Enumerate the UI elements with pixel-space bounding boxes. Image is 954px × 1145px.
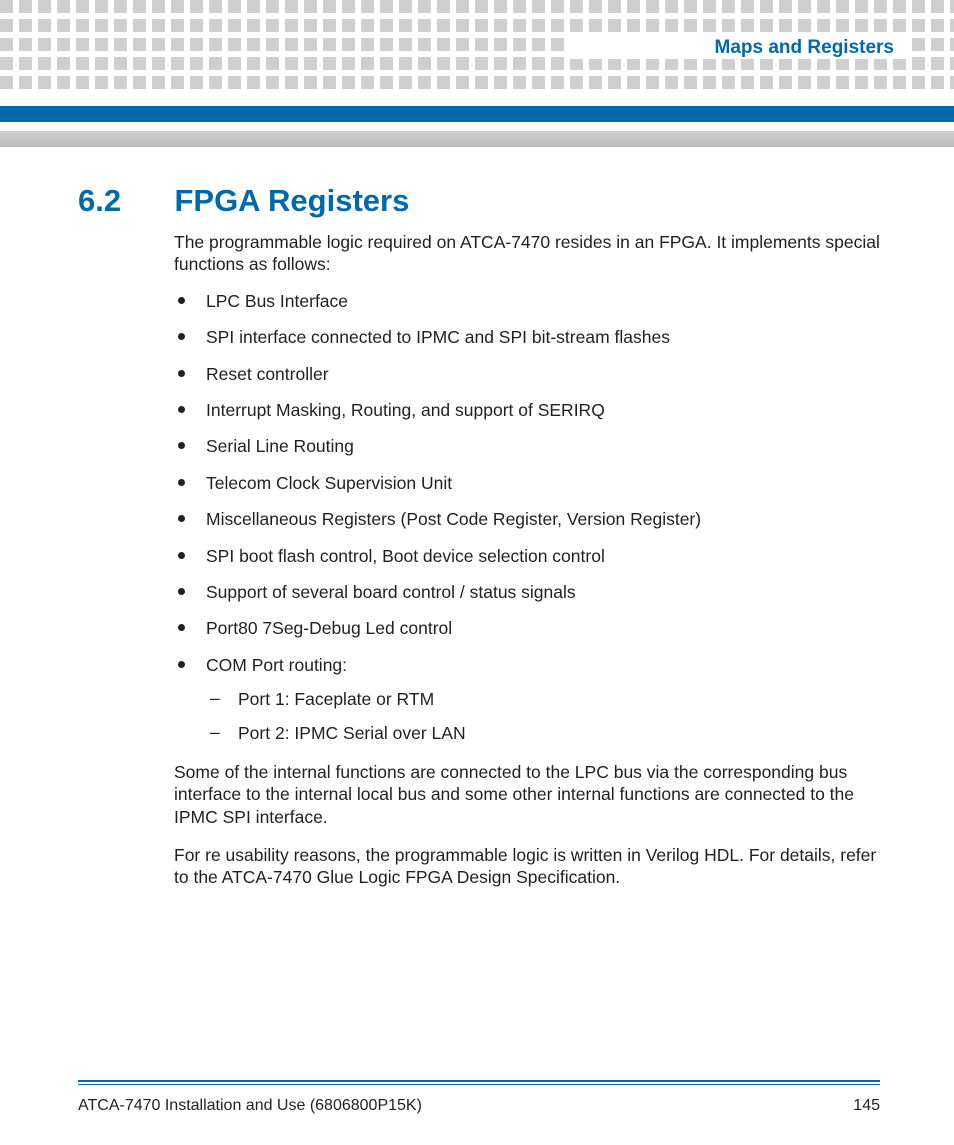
list-item-text: Reset controller bbox=[206, 364, 329, 384]
sub-list-item-text: Port 1: Faceplate or RTM bbox=[238, 689, 434, 709]
section-heading: 6.2 FPGA Registers bbox=[78, 183, 880, 219]
footer-page-number: 145 bbox=[853, 1097, 880, 1115]
footer-doc-title: ATCA-7470 Installation and Use (6806800P… bbox=[78, 1097, 422, 1115]
feature-list: LPC Bus Interface SPI interface connecte… bbox=[174, 290, 880, 745]
list-item-text: Miscellaneous Registers (Post Code Regis… bbox=[206, 509, 701, 529]
list-item: Reset controller bbox=[174, 363, 880, 385]
list-item-text: Interrupt Masking, Routing, and support … bbox=[206, 400, 605, 420]
sub-list: Port 1: Faceplate or RTM Port 2: IPMC Se… bbox=[206, 688, 880, 745]
list-item-text: SPI boot flash control, Boot device sele… bbox=[206, 546, 605, 566]
intro-paragraph: The programmable logic required on ATCA-… bbox=[174, 231, 880, 276]
list-item-text: Support of several board control / statu… bbox=[206, 582, 576, 602]
paragraph: Some of the internal functions are conne… bbox=[174, 761, 880, 828]
list-item-text: Serial Line Routing bbox=[206, 436, 354, 456]
list-item: Miscellaneous Registers (Post Code Regis… bbox=[174, 508, 880, 530]
header-rule-gray bbox=[0, 131, 954, 147]
list-item-text: COM Port routing: bbox=[206, 655, 347, 675]
list-item: Interrupt Masking, Routing, and support … bbox=[174, 399, 880, 421]
page-footer: ATCA-7470 Installation and Use (6806800P… bbox=[78, 1097, 880, 1115]
section-title: FPGA Registers bbox=[174, 183, 409, 219]
list-item: SPI boot flash control, Boot device sele… bbox=[174, 545, 880, 567]
list-item: Telecom Clock Supervision Unit bbox=[174, 472, 880, 494]
list-item: COM Port routing: Port 1: Faceplate or R… bbox=[174, 654, 880, 745]
footer-rule bbox=[78, 1080, 880, 1085]
list-item-text: Port80 7Seg-Debug Led control bbox=[206, 618, 452, 638]
paragraph: For re usability reasons, the programmab… bbox=[174, 844, 880, 889]
sub-list-item: Port 1: Faceplate or RTM bbox=[206, 688, 880, 710]
list-item: Support of several board control / statu… bbox=[174, 581, 880, 603]
sub-list-item-text: Port 2: IPMC Serial over LAN bbox=[238, 723, 466, 743]
list-item-text: LPC Bus Interface bbox=[206, 291, 348, 311]
list-item: LPC Bus Interface bbox=[174, 290, 880, 312]
list-item-text: SPI interface connected to IPMC and SPI … bbox=[206, 327, 670, 347]
page-content: 6.2 FPGA Registers The programmable logi… bbox=[78, 183, 880, 889]
section-number: 6.2 bbox=[78, 183, 170, 219]
list-item-text: Telecom Clock Supervision Unit bbox=[206, 473, 452, 493]
list-item: Serial Line Routing bbox=[174, 435, 880, 457]
header-rule-blue bbox=[0, 106, 954, 122]
list-item: Port80 7Seg-Debug Led control bbox=[174, 617, 880, 639]
running-header: Maps and Registers bbox=[715, 37, 895, 59]
sub-list-item: Port 2: IPMC Serial over LAN bbox=[206, 722, 880, 744]
list-item: SPI interface connected to IPMC and SPI … bbox=[174, 326, 880, 348]
